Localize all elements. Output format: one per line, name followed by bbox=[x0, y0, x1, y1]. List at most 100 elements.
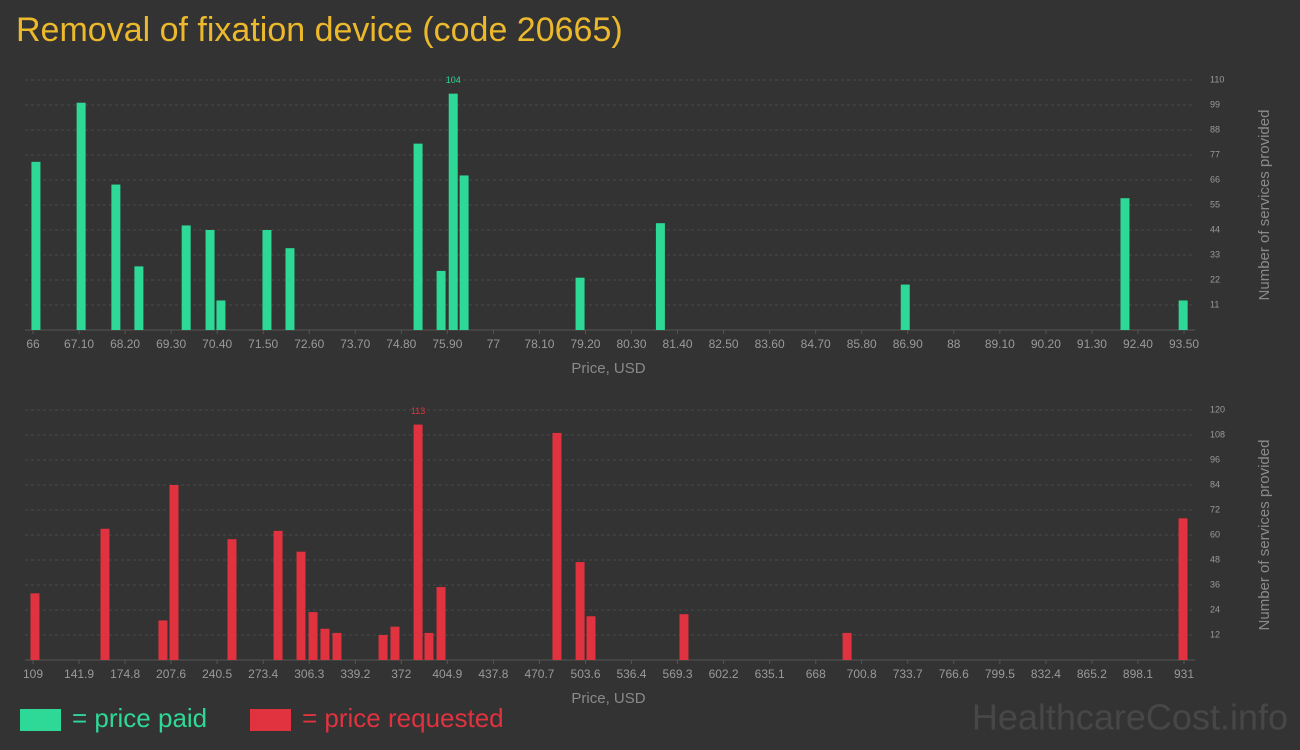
y-tick-label: 77 bbox=[1210, 149, 1220, 159]
bar bbox=[413, 424, 423, 660]
bar bbox=[436, 270, 446, 330]
x-tick-label: 79.20 bbox=[570, 337, 600, 351]
x-tick-label: 865.2 bbox=[1077, 667, 1107, 681]
x-tick-label: 668 bbox=[806, 667, 826, 681]
bar bbox=[1178, 300, 1188, 330]
bar bbox=[436, 587, 446, 660]
bar bbox=[448, 93, 458, 331]
legend-swatch bbox=[250, 709, 291, 731]
bar bbox=[459, 175, 469, 330]
bar bbox=[158, 620, 168, 660]
x-tick-label: 92.40 bbox=[1123, 337, 1153, 351]
x-tick-label: 89.10 bbox=[985, 337, 1015, 351]
x-tick-label: 83.60 bbox=[755, 337, 785, 351]
bar bbox=[100, 528, 110, 660]
bar bbox=[285, 248, 295, 330]
y-tick-label: 120 bbox=[1210, 404, 1225, 414]
x-tick-label: 700.8 bbox=[847, 667, 877, 681]
bar bbox=[1120, 198, 1130, 330]
bar bbox=[169, 485, 179, 660]
x-tick-label: 503.6 bbox=[571, 667, 601, 681]
bar bbox=[205, 230, 215, 330]
y-tick-label: 22 bbox=[1210, 274, 1220, 284]
x-tick-label: 84.70 bbox=[801, 337, 831, 351]
chart-title: Removal of fixation device (code 20665) bbox=[16, 11, 623, 49]
bar bbox=[575, 277, 585, 330]
x-axis-title: Price, USD bbox=[571, 360, 645, 377]
x-tick-label: 339.2 bbox=[340, 667, 370, 681]
x-tick-label: 898.1 bbox=[1123, 667, 1153, 681]
x-tick-label: 536.4 bbox=[616, 667, 646, 681]
legend-swatch bbox=[20, 709, 61, 731]
x-tick-label: 240.5 bbox=[202, 667, 232, 681]
y-axis-title: Number of services provided bbox=[1256, 440, 1273, 631]
x-tick-label: 70.40 bbox=[202, 337, 232, 351]
y-tick-label: 33 bbox=[1210, 249, 1220, 259]
x-tick-label: 86.90 bbox=[893, 337, 923, 351]
x-tick-label: 141.9 bbox=[64, 667, 94, 681]
y-tick-label: 96 bbox=[1210, 454, 1220, 464]
bar bbox=[552, 432, 562, 660]
bar bbox=[31, 161, 41, 330]
x-tick-label: 81.40 bbox=[663, 337, 693, 351]
bar bbox=[273, 530, 283, 660]
x-tick-label: 66 bbox=[26, 337, 40, 351]
x-tick-label: 931 bbox=[1174, 667, 1194, 681]
y-tick-label: 66 bbox=[1210, 174, 1220, 184]
x-tick-label: 85.80 bbox=[847, 337, 877, 351]
bar bbox=[413, 143, 423, 330]
x-tick-label: 174.8 bbox=[110, 667, 140, 681]
bar bbox=[390, 626, 400, 660]
bar bbox=[296, 551, 306, 660]
legend-label: = price paid bbox=[72, 703, 207, 733]
x-tick-label: 93.50 bbox=[1169, 337, 1199, 351]
x-tick-label: 72.60 bbox=[294, 337, 324, 351]
x-tick-label: 799.5 bbox=[985, 667, 1015, 681]
y-axis-title: Number of services provided bbox=[1256, 110, 1273, 301]
bar bbox=[842, 632, 852, 660]
x-tick-label: 372 bbox=[391, 667, 411, 681]
bar bbox=[262, 230, 272, 330]
y-tick-label: 60 bbox=[1210, 529, 1220, 539]
legend-label: = price requested bbox=[302, 703, 504, 733]
y-tick-label: 48 bbox=[1210, 554, 1220, 564]
bar bbox=[679, 614, 689, 660]
bar bbox=[308, 612, 318, 660]
x-tick-label: 74.80 bbox=[386, 337, 416, 351]
x-tick-label: 404.9 bbox=[432, 667, 462, 681]
y-tick-label: 88 bbox=[1210, 124, 1220, 134]
x-tick-label: 437.8 bbox=[478, 667, 508, 681]
x-tick-label: 78.10 bbox=[524, 337, 554, 351]
bar bbox=[586, 616, 596, 660]
y-tick-label: 99 bbox=[1210, 99, 1220, 109]
bar bbox=[575, 562, 585, 660]
bar bbox=[30, 593, 40, 660]
x-tick-label: 306.3 bbox=[294, 667, 324, 681]
x-tick-label: 91.30 bbox=[1077, 337, 1107, 351]
y-tick-label: 108 bbox=[1210, 429, 1225, 439]
bar bbox=[1178, 518, 1188, 660]
bar bbox=[332, 632, 342, 660]
bar bbox=[655, 223, 665, 330]
y-tick-label: 110 bbox=[1210, 74, 1224, 84]
x-tick-label: 470.7 bbox=[524, 667, 554, 681]
bar bbox=[320, 628, 330, 660]
x-tick-label: 68.20 bbox=[110, 337, 140, 351]
x-tick-label: 207.6 bbox=[156, 667, 186, 681]
y-tick-label: 36 bbox=[1210, 579, 1220, 589]
bar bbox=[134, 266, 144, 330]
x-tick-label: 67.10 bbox=[64, 337, 94, 351]
y-tick-label: 84 bbox=[1210, 479, 1220, 489]
y-tick-label: 44 bbox=[1210, 224, 1220, 234]
x-tick-label: 109 bbox=[23, 667, 43, 681]
x-tick-label: 569.3 bbox=[663, 667, 693, 681]
x-tick-label: 77 bbox=[487, 337, 501, 351]
x-axis-title: Price, USD bbox=[571, 690, 645, 707]
y-tick-label: 11 bbox=[1210, 299, 1219, 309]
bar bbox=[227, 539, 237, 660]
x-tick-label: 69.30 bbox=[156, 337, 186, 351]
x-tick-label: 73.70 bbox=[340, 337, 370, 351]
peak-label: 113 bbox=[411, 406, 425, 416]
